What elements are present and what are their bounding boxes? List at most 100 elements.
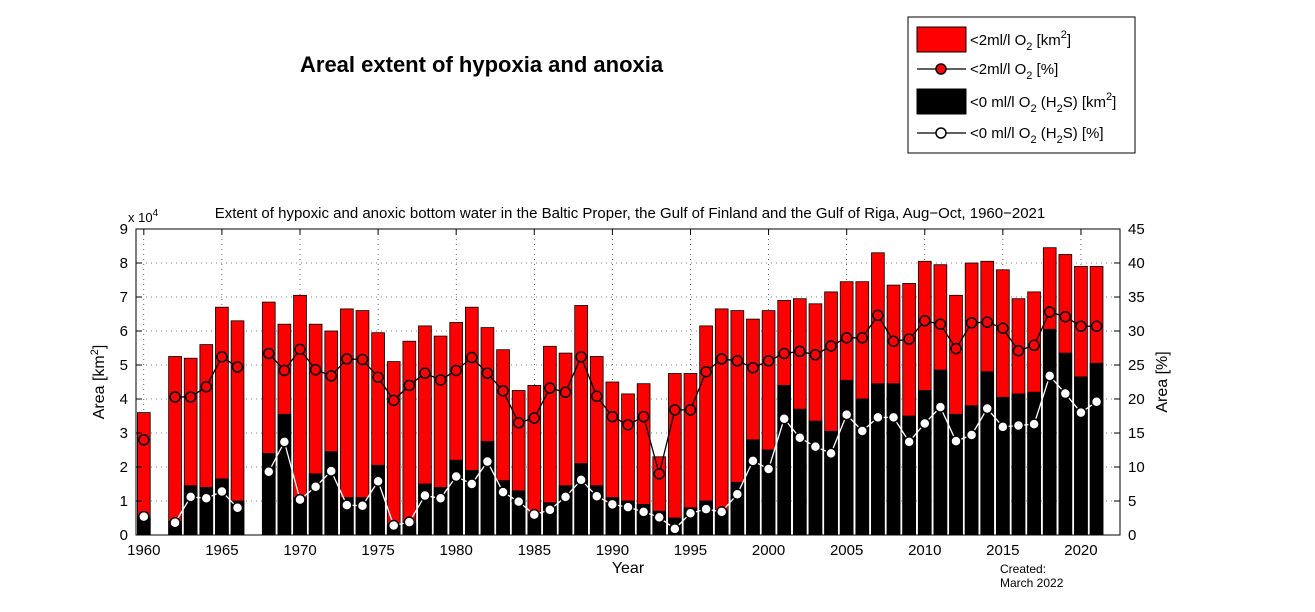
- y2-tick-label: 5: [1128, 493, 1136, 510]
- y-tick-label: 8: [120, 255, 128, 272]
- bar-anoxia-2021: [1089, 362, 1104, 536]
- anoxia-pct-point-1982: [481, 455, 494, 468]
- bar-anoxia-2019: [1058, 352, 1073, 536]
- anoxia-pct-point-1974: [356, 500, 369, 512]
- legend-swatch-black-area: [916, 88, 967, 115]
- legend-swatch-red-area: [916, 26, 967, 53]
- anoxia-pct-point-2009: [903, 436, 915, 448]
- anoxia-pct-point-2018: [1043, 370, 1056, 382]
- bar-hypoxia-1997: [714, 308, 729, 536]
- hypoxia-pct-point-1985: [528, 412, 541, 424]
- anoxia-pct-point-1986: [544, 504, 556, 516]
- anoxia-pct-point-1995: [684, 507, 697, 519]
- anoxia-pct-point-2013: [965, 429, 978, 441]
- bar-anoxia-2010: [917, 390, 932, 536]
- legend-label-red-area: <2ml/l O2 [km2]: [970, 29, 1071, 53]
- legend: <2ml/l O2 [km2] <2ml/l O2 [%] <0 ml/l O2…: [907, 16, 1136, 154]
- y2-tick-label: 30: [1128, 323, 1145, 340]
- anoxia-pct-point-1997: [715, 506, 728, 518]
- x-tick-label: 1975: [361, 542, 394, 559]
- chart-title: Extent of hypoxic and anoxic bottom wate…: [215, 205, 1046, 222]
- bar-hypoxia-1976: [386, 361, 401, 536]
- anoxia-pct-point-1972: [325, 465, 337, 477]
- x-tick-label: 2015: [986, 542, 1019, 559]
- y2-axis-label: Area [%]: [1154, 351, 1171, 412]
- anoxia-pct-point-2007: [872, 411, 884, 424]
- bar-anoxia-2008: [886, 383, 901, 536]
- y2-tick-label: 20: [1128, 391, 1145, 408]
- bar-anoxia-1982: [480, 441, 495, 536]
- hypoxia-pct-point-2015: [997, 322, 1009, 335]
- x-tick-label: 2010: [908, 542, 941, 559]
- y-tick-label: 0: [120, 527, 128, 544]
- hypoxia-pct-point-2014: [981, 316, 993, 328]
- hypoxia-pct-point-2010: [919, 315, 931, 327]
- hypoxia-pct-point-1992: [637, 410, 650, 423]
- anoxia-pct-point-1983: [497, 486, 509, 498]
- y2-tick-label: 45: [1128, 221, 1145, 238]
- hypoxia-pct-point-1982: [481, 367, 494, 379]
- anoxia-pct-point-1988: [575, 474, 587, 486]
- anoxia-pct-point-1992: [637, 506, 650, 518]
- anoxia-pct-point-2008: [887, 411, 900, 424]
- anoxia-pct-point-2020: [1075, 406, 1087, 419]
- y-tick-label: 2: [120, 459, 128, 476]
- hypoxia-pct-point-2006: [856, 332, 869, 344]
- anoxia-pct-point-2016: [1012, 419, 1025, 432]
- hypoxia-pct-point-2009: [903, 333, 915, 345]
- hypoxia-pct-point-1977: [403, 379, 416, 392]
- y2-tick-label: 40: [1128, 255, 1145, 272]
- hypoxia-pct-point-2004: [825, 340, 837, 352]
- hypoxia-pct-point-1971: [309, 364, 322, 376]
- x-tick-label: 1970: [283, 542, 316, 559]
- anoxia-pct-point-1977: [403, 516, 416, 528]
- anoxia-pct-point-1987: [559, 491, 572, 503]
- bar-hypoxia-1977: [402, 340, 417, 536]
- hypoxia-pct-point-2019: [1059, 310, 1072, 323]
- bar-anoxia-1969: [277, 413, 292, 536]
- anoxia-pct-point-2015: [997, 421, 1009, 433]
- bar-hypoxia-1994: [668, 373, 682, 536]
- anoxia-pct-point-2005: [840, 408, 853, 421]
- hypoxia-pct-point-1979: [434, 374, 447, 386]
- legend-marker-red: [935, 63, 947, 75]
- hypoxia-pct-point-1997: [715, 353, 728, 365]
- anoxia-pct-point-2004: [825, 447, 837, 460]
- created-date: March 2022: [1000, 576, 1064, 590]
- hypoxia-pct-point-1981: [466, 351, 478, 364]
- anoxia-pct-point-1962: [169, 517, 181, 529]
- anoxia-pct-point-1989: [591, 490, 603, 502]
- hypoxia-pct-point-1996: [700, 366, 712, 378]
- anoxia-pct-point-2021: [1090, 395, 1103, 408]
- y-tick-label: 5: [120, 357, 128, 374]
- hypoxia-pct-point-1989: [591, 390, 603, 403]
- hypoxia-pct-point-1998: [731, 355, 744, 367]
- hypoxia-pct-point-1976: [387, 394, 400, 407]
- anoxia-pct-point-2017: [1028, 418, 1040, 430]
- hypoxia-pct-point-1990: [606, 410, 619, 423]
- anoxia-pct-point-1999: [747, 455, 759, 467]
- bar-anoxia-2004: [824, 430, 838, 536]
- hypoxia-pct-point-2013: [965, 317, 978, 329]
- anoxia-pct-point-1976: [387, 519, 400, 532]
- hypoxia-pct-point-1993: [653, 468, 665, 480]
- bar-anoxia-1968: [261, 452, 276, 536]
- hypoxia-pct-point-1965: [216, 351, 228, 363]
- hypoxia-pct-point-2000: [762, 355, 775, 367]
- hypoxia-pct-point-1962: [169, 391, 181, 403]
- bar-anoxia-2001: [777, 384, 791, 536]
- anoxia-pct-point-1975: [372, 475, 384, 488]
- hypoxia-pct-point-2011: [934, 318, 947, 330]
- bar-anoxia-1972: [324, 451, 339, 536]
- hypoxia-pct-point-1970: [294, 343, 306, 356]
- x-tick-label: 1965: [205, 542, 238, 559]
- page-title: Areal extent of hypoxia and anoxia: [300, 52, 664, 77]
- y2-tick-label: 25: [1128, 357, 1145, 374]
- hypoxia-pct-point-1964: [200, 381, 213, 393]
- bar-anoxia-2016: [1011, 393, 1026, 536]
- plot-frame: [135, 228, 1121, 536]
- hypoxia-pct-point-1986: [544, 382, 556, 394]
- y-tick-label: 9: [120, 221, 128, 238]
- hypoxia-pct-point-2003: [809, 349, 822, 361]
- anoxia-pct-point-2019: [1059, 387, 1072, 400]
